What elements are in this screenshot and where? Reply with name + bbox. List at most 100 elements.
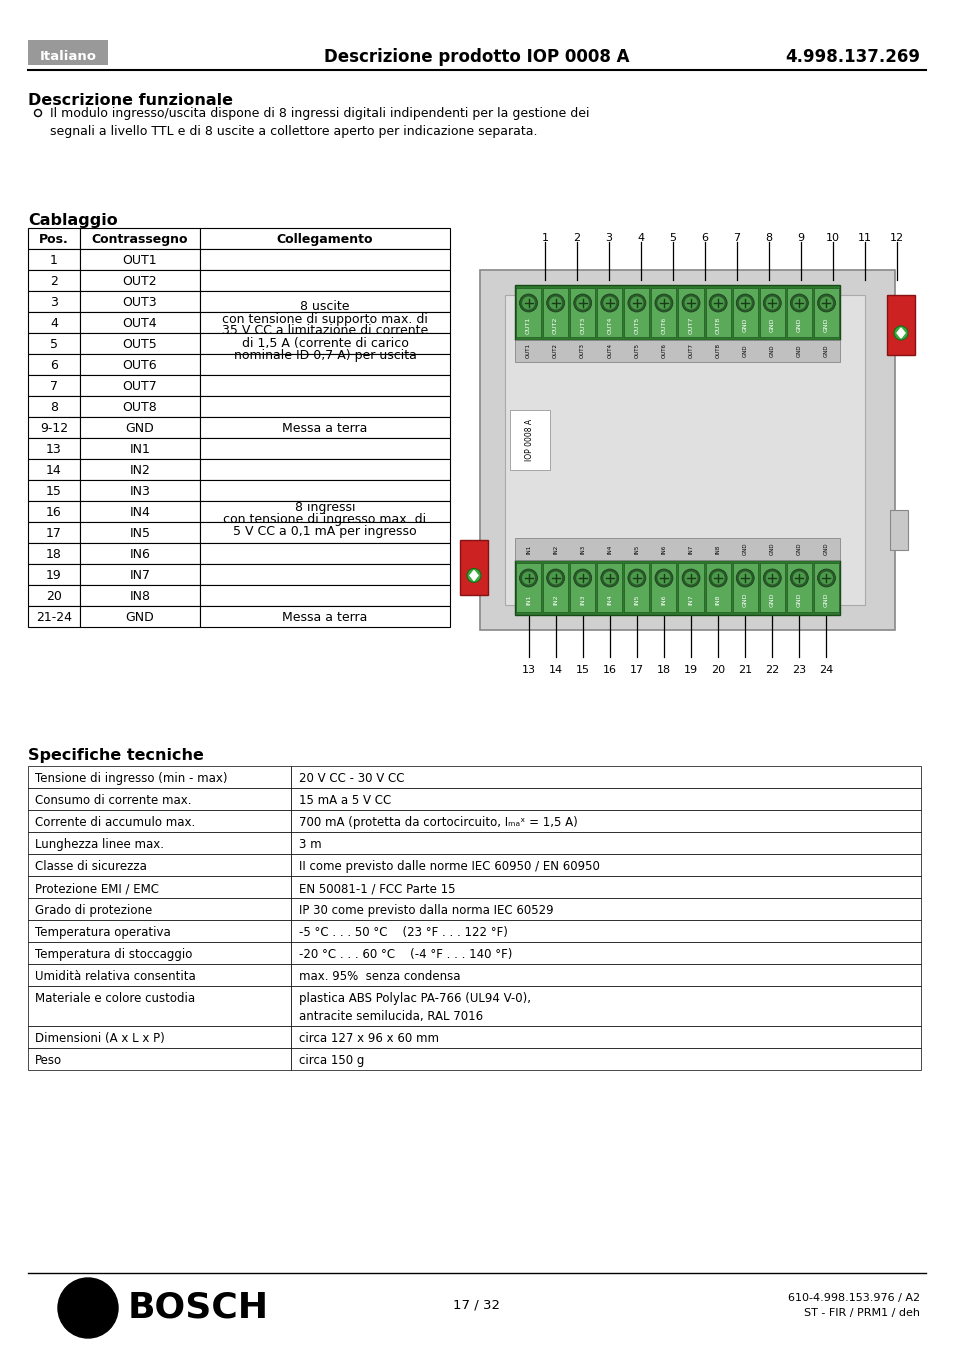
Text: 6: 6: [700, 232, 708, 243]
Text: GND: GND: [823, 593, 828, 607]
Text: 14: 14: [548, 665, 562, 676]
Text: 15: 15: [575, 665, 589, 676]
Bar: [80, 585, 200, 607]
Circle shape: [708, 569, 726, 586]
Circle shape: [600, 295, 618, 312]
Bar: [597, 563, 621, 612]
Bar: [291, 854, 920, 875]
Text: Pos.: Pos.: [39, 232, 69, 246]
Bar: [28, 832, 291, 854]
Bar: [200, 290, 450, 312]
Bar: [80, 501, 200, 521]
Bar: [28, 942, 291, 965]
Text: -5 °C . . . 50 °C    (23 °F . . . 122 °F): -5 °C . . . 50 °C (23 °F . . . 122 °F): [298, 925, 507, 939]
Text: Umidità relativa consentita: Umidità relativa consentita: [35, 970, 195, 984]
Circle shape: [708, 295, 726, 312]
Text: 8 uscite: 8 uscite: [300, 300, 350, 313]
Text: 8 ingressi: 8 ingressi: [294, 501, 355, 515]
Text: IN2: IN2: [553, 544, 558, 554]
Circle shape: [684, 296, 697, 309]
Bar: [200, 585, 450, 607]
Circle shape: [657, 571, 670, 585]
Bar: [570, 563, 595, 612]
Text: 6: 6: [50, 359, 58, 372]
Text: Descrizione funzionale: Descrizione funzionale: [28, 93, 233, 108]
Circle shape: [684, 571, 697, 585]
Text: 21: 21: [738, 665, 752, 676]
Bar: [80, 249, 200, 270]
Text: IOP 0008 A: IOP 0008 A: [525, 419, 534, 461]
Bar: [28, 563, 80, 585]
Text: IN4: IN4: [607, 544, 612, 554]
Bar: [200, 228, 450, 249]
Bar: [200, 249, 450, 270]
Circle shape: [817, 295, 835, 312]
Bar: [516, 563, 540, 612]
Text: 19: 19: [683, 665, 698, 676]
Text: GND: GND: [769, 345, 774, 357]
Bar: [28, 332, 80, 354]
Text: IN5: IN5: [130, 527, 151, 540]
Bar: [200, 354, 450, 376]
Bar: [80, 521, 200, 543]
Bar: [651, 288, 676, 336]
Text: IN6: IN6: [660, 544, 666, 554]
Text: 9-12: 9-12: [40, 422, 68, 435]
Bar: [515, 285, 840, 340]
Bar: [200, 501, 450, 521]
Bar: [28, 41, 108, 65]
Bar: [28, 417, 80, 438]
Text: di 1,5 A (corrente di carico: di 1,5 A (corrente di carico: [241, 336, 408, 350]
Circle shape: [627, 569, 645, 586]
Text: 700 mA (protetta da cortocircuito, Iₘₐˣ = 1,5 A): 700 mA (protetta da cortocircuito, Iₘₐˣ …: [298, 816, 578, 830]
Text: IN1: IN1: [525, 544, 531, 554]
Circle shape: [521, 571, 535, 585]
Bar: [80, 417, 200, 438]
Bar: [759, 563, 784, 612]
Text: OUT4: OUT4: [123, 317, 157, 330]
Text: IN7: IN7: [130, 569, 151, 582]
Circle shape: [657, 296, 670, 309]
Text: 20 V CC - 30 V CC: 20 V CC - 30 V CC: [298, 771, 404, 785]
Circle shape: [736, 295, 754, 312]
Text: GND: GND: [742, 345, 747, 357]
Text: IN2: IN2: [130, 463, 151, 477]
Bar: [28, 585, 80, 607]
Circle shape: [681, 569, 700, 586]
Text: con tensione di ingresso max. di: con tensione di ingresso max. di: [223, 513, 426, 527]
Text: 9: 9: [797, 232, 803, 243]
Text: IN5: IN5: [634, 544, 639, 554]
Circle shape: [73, 1293, 103, 1323]
Text: 24: 24: [819, 665, 833, 676]
Circle shape: [519, 295, 537, 312]
Bar: [732, 288, 757, 336]
Bar: [28, 854, 291, 875]
Text: 8: 8: [764, 232, 772, 243]
Circle shape: [819, 296, 832, 309]
Bar: [291, 832, 920, 854]
Text: GND: GND: [126, 611, 154, 624]
Bar: [28, 920, 291, 942]
Bar: [479, 270, 894, 630]
Text: IP 30 come previsto dalla norma IEC 60529: IP 30 come previsto dalla norma IEC 6052…: [298, 904, 553, 917]
Bar: [291, 898, 920, 920]
Text: IN6: IN6: [660, 594, 666, 605]
Circle shape: [792, 296, 805, 309]
Bar: [459, 540, 488, 594]
Circle shape: [627, 295, 645, 312]
Bar: [28, 607, 80, 627]
Text: 18: 18: [657, 665, 670, 676]
Text: 14: 14: [46, 463, 62, 477]
Bar: [291, 811, 920, 832]
Text: Grado di protezione: Grado di protezione: [35, 904, 152, 917]
Bar: [28, 501, 80, 521]
Text: IN8: IN8: [715, 594, 720, 605]
Bar: [28, 1025, 291, 1048]
Text: IN3: IN3: [579, 544, 584, 554]
Text: Messa a terra: Messa a terra: [282, 611, 367, 624]
Circle shape: [600, 569, 618, 586]
Text: OUT7: OUT7: [688, 316, 693, 334]
Text: 11: 11: [857, 232, 871, 243]
Text: Classe di sicurezza: Classe di sicurezza: [35, 861, 147, 873]
Text: 1: 1: [50, 254, 58, 267]
